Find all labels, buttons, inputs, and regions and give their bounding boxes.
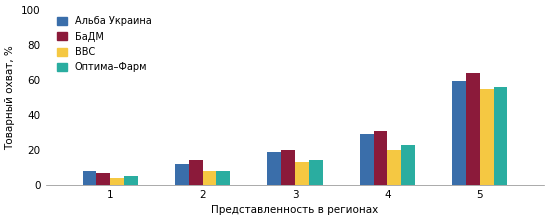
Bar [202,171,217,185]
Bar [217,171,230,185]
Bar [309,160,323,185]
Bar [110,178,124,185]
Bar [267,152,281,185]
Bar [494,87,508,185]
Bar [175,164,189,185]
Bar [96,173,110,185]
Bar [281,150,295,185]
Y-axis label: Товарный охват, %: Товарный охват, % [6,45,15,150]
Bar [480,89,494,185]
Bar [373,131,387,185]
Bar [452,82,466,185]
Legend: Альба Украина, БаДМ, ВВС, Оптима–Фарм: Альба Украина, БаДМ, ВВС, Оптима–Фарм [56,14,153,74]
X-axis label: Представленность в регионах: Представленность в регионах [211,206,378,215]
Bar [295,162,309,185]
Bar [387,150,402,185]
Bar [466,73,480,185]
Bar [360,134,373,185]
Bar [402,145,415,185]
Bar [82,171,96,185]
Bar [189,160,202,185]
Bar [124,176,138,185]
